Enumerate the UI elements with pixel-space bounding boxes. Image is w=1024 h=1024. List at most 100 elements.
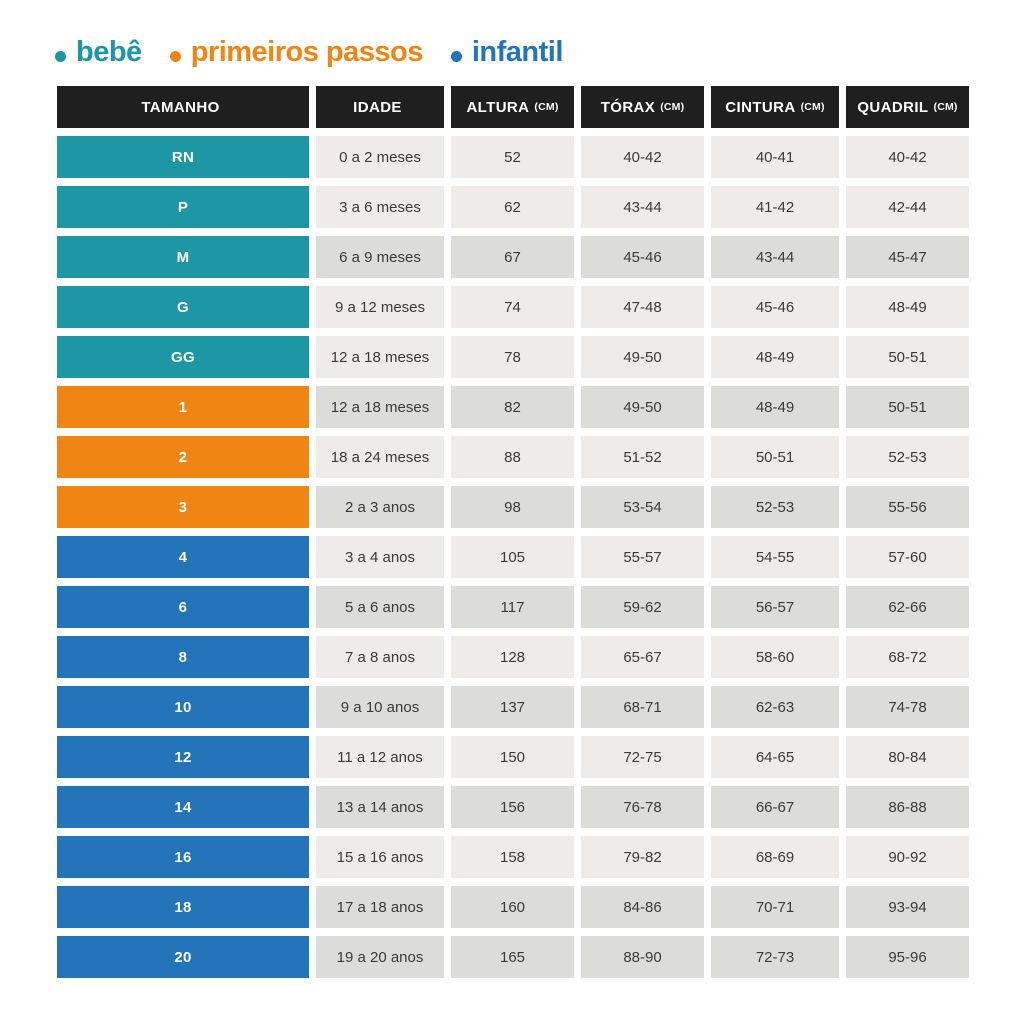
data-cell: 72-73 bbox=[711, 936, 839, 978]
data-cell: 19 a 20 anos bbox=[316, 936, 444, 978]
data-cell: 86-88 bbox=[846, 786, 969, 828]
data-cell: 88 bbox=[451, 436, 574, 478]
column-header: CINTURA (CM) bbox=[711, 86, 839, 128]
size-cell: 10 bbox=[57, 686, 309, 728]
data-cell: 13 a 14 anos bbox=[316, 786, 444, 828]
data-cell: 160 bbox=[451, 886, 574, 928]
data-cell: 68-72 bbox=[846, 636, 969, 678]
data-cell: 52-53 bbox=[846, 436, 969, 478]
data-cell: 17 a 18 anos bbox=[316, 886, 444, 928]
data-cell: 15 a 16 anos bbox=[316, 836, 444, 878]
column-header: IDADE bbox=[316, 86, 444, 128]
data-cell: 48-49 bbox=[846, 286, 969, 328]
data-cell: 76-78 bbox=[581, 786, 704, 828]
size-cell: G bbox=[57, 286, 309, 328]
size-cell: M bbox=[57, 236, 309, 278]
data-cell: 41-42 bbox=[711, 186, 839, 228]
data-cell: 137 bbox=[451, 686, 574, 728]
data-cell: 56-57 bbox=[711, 586, 839, 628]
data-cell: 3 a 6 meses bbox=[316, 186, 444, 228]
size-cell: 16 bbox=[57, 836, 309, 878]
size-cell: 8 bbox=[57, 636, 309, 678]
legend-item: bebê bbox=[55, 38, 142, 67]
data-cell: 158 bbox=[451, 836, 574, 878]
data-cell: 67 bbox=[451, 236, 574, 278]
data-cell: 57-60 bbox=[846, 536, 969, 578]
data-cell: 150 bbox=[451, 736, 574, 778]
data-cell: 48-49 bbox=[711, 386, 839, 428]
data-cell: 80-84 bbox=[846, 736, 969, 778]
data-cell: 70-71 bbox=[711, 886, 839, 928]
column-header-label: TÓRAX bbox=[600, 98, 656, 116]
bullet-icon bbox=[450, 50, 462, 62]
data-cell: 156 bbox=[451, 786, 574, 828]
data-cell: 45-47 bbox=[846, 236, 969, 278]
data-cell: 45-46 bbox=[711, 286, 839, 328]
data-cell: 117 bbox=[451, 586, 574, 628]
legend-item: primeiros passos bbox=[169, 38, 423, 67]
column-header-label: QUADRIL bbox=[857, 98, 929, 116]
column-header-unit: (CM) bbox=[660, 101, 685, 113]
data-cell: 165 bbox=[451, 936, 574, 978]
data-cell: 49-50 bbox=[581, 386, 704, 428]
data-cell: 65-67 bbox=[581, 636, 704, 678]
size-cell: 6 bbox=[57, 586, 309, 628]
data-cell: 42-44 bbox=[846, 186, 969, 228]
column-header: ALTURA (CM) bbox=[451, 86, 574, 128]
bullet-icon bbox=[55, 50, 66, 62]
data-cell: 90-92 bbox=[846, 836, 969, 878]
data-cell: 78 bbox=[451, 336, 574, 378]
column-header: TAMANHO bbox=[57, 86, 309, 128]
data-cell: 84-86 bbox=[581, 886, 704, 928]
column-header-label: ALTURA bbox=[466, 98, 530, 116]
column-header-unit: (CM) bbox=[534, 101, 559, 113]
data-cell: 88-90 bbox=[581, 936, 704, 978]
data-cell: 52-53 bbox=[711, 486, 839, 528]
data-cell: 49-50 bbox=[581, 336, 704, 378]
column-header-unit: (CM) bbox=[800, 101, 825, 113]
column-header: TÓRAX (CM) bbox=[581, 86, 704, 128]
data-cell: 40-42 bbox=[581, 136, 704, 178]
data-cell: 128 bbox=[451, 636, 574, 678]
data-cell: 64-65 bbox=[711, 736, 839, 778]
data-cell: 7 a 8 anos bbox=[316, 636, 444, 678]
data-cell: 45-46 bbox=[581, 236, 704, 278]
data-cell: 6 a 9 meses bbox=[316, 236, 444, 278]
legend-item: infantil bbox=[450, 36, 564, 68]
data-cell: 62 bbox=[451, 186, 574, 228]
size-cell: 12 bbox=[57, 736, 309, 778]
data-cell: 5 a 6 anos bbox=[316, 586, 444, 628]
data-cell: 40-41 bbox=[711, 136, 839, 178]
data-cell: 18 a 24 meses bbox=[316, 436, 444, 478]
legend-label: infantil bbox=[471, 36, 564, 68]
data-cell: 47-48 bbox=[581, 286, 704, 328]
data-cell: 59-62 bbox=[581, 586, 704, 628]
data-cell: 9 a 12 meses bbox=[316, 286, 444, 328]
size-table: TAMANHO IDADE ALTURA (CM) TÓRAX (CM) CINTU… bbox=[57, 86, 969, 978]
data-cell: 98 bbox=[451, 486, 574, 528]
size-cell: 18 bbox=[57, 886, 309, 928]
data-cell: 55-56 bbox=[846, 486, 969, 528]
data-cell: 72-75 bbox=[581, 736, 704, 778]
data-cell: 62-66 bbox=[846, 586, 969, 628]
data-cell: 11 a 12 anos bbox=[316, 736, 444, 778]
data-cell: 9 a 10 anos bbox=[316, 686, 444, 728]
column-header: QUADRIL (CM) bbox=[846, 86, 969, 128]
data-cell: 82 bbox=[451, 386, 574, 428]
column-header-label: TAMANHO bbox=[141, 98, 220, 116]
data-cell: 3 a 4 anos bbox=[316, 536, 444, 578]
size-cell: 1 bbox=[57, 386, 309, 428]
data-cell: 12 a 18 meses bbox=[316, 336, 444, 378]
data-cell: 95-96 bbox=[846, 936, 969, 978]
data-cell: 68-69 bbox=[711, 836, 839, 878]
size-cell: 3 bbox=[57, 486, 309, 528]
size-cell: GG bbox=[57, 336, 309, 378]
data-cell: 51-52 bbox=[581, 436, 704, 478]
bullet-icon bbox=[169, 50, 181, 62]
column-header-unit: (CM) bbox=[933, 101, 958, 113]
data-cell: 50-51 bbox=[846, 336, 969, 378]
data-cell: 43-44 bbox=[581, 186, 704, 228]
data-cell: 74-78 bbox=[846, 686, 969, 728]
size-cell: 14 bbox=[57, 786, 309, 828]
data-cell: 43-44 bbox=[711, 236, 839, 278]
